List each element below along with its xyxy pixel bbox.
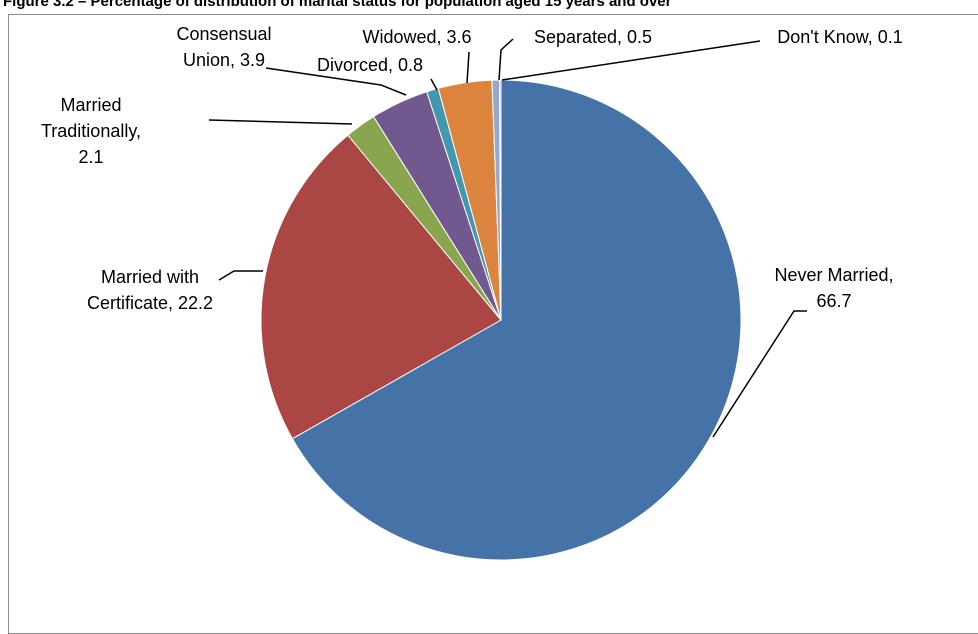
data-label-separated: Separated, 0.5 bbox=[534, 27, 652, 47]
leader-line-widowed bbox=[466, 51, 470, 84]
leader-line-divorced bbox=[430, 78, 438, 91]
data-label-line: Don't Know, 0.1 bbox=[777, 27, 903, 47]
leader-line-married-traditionally bbox=[208, 119, 353, 125]
data-label-line: 66.7 bbox=[816, 291, 851, 311]
figure-title: Figure 3.2 – Percentage of distribution … bbox=[3, 0, 672, 10]
data-label-line: Widowed, 3.6 bbox=[362, 27, 471, 47]
leader-line-married-with-certificate bbox=[218, 270, 263, 281]
data-label-line: Never Married, bbox=[774, 265, 893, 285]
pie-chart: Never Married, 66.7 Married with Certificat… bbox=[41, 24, 903, 561]
data-label-line: Married with bbox=[101, 267, 199, 287]
data-label-line: Married bbox=[60, 95, 121, 115]
data-label-married-with-certificate: Married with Certificate, 22.2 bbox=[87, 267, 213, 313]
data-label-line: Traditionally, bbox=[41, 121, 141, 141]
leader-line-consensual-union bbox=[265, 67, 407, 96]
data-label-line: Divorced, 0.8 bbox=[317, 55, 423, 75]
leader-line-don-t-know bbox=[501, 40, 761, 81]
data-label-line: Certificate, 22.2 bbox=[87, 293, 213, 313]
data-label-widowed: Widowed, 3.6 bbox=[362, 27, 471, 47]
pie-slice-never-married bbox=[291, 79, 742, 561]
data-label-line: Consensual bbox=[176, 24, 271, 44]
leader-line-never-married bbox=[712, 310, 807, 438]
data-label-divorced: Divorced, 0.8 bbox=[317, 55, 423, 75]
data-label-consensual-union: Consensual Union, 3.9 bbox=[176, 24, 271, 70]
data-label-married-traditionally: Married Traditionally, 2.1 bbox=[41, 95, 141, 167]
data-label-never-married: Never Married, 66.7 bbox=[774, 265, 893, 311]
data-label-line: Separated, 0.5 bbox=[534, 27, 652, 47]
data-label-line: Union, 3.9 bbox=[183, 50, 265, 70]
data-label-line: 2.1 bbox=[78, 147, 103, 167]
data-label-don-t-know: Don't Know, 0.1 bbox=[777, 27, 903, 47]
leader-line-separated bbox=[498, 38, 514, 81]
pie-slice-married-with-certificate bbox=[260, 134, 502, 440]
